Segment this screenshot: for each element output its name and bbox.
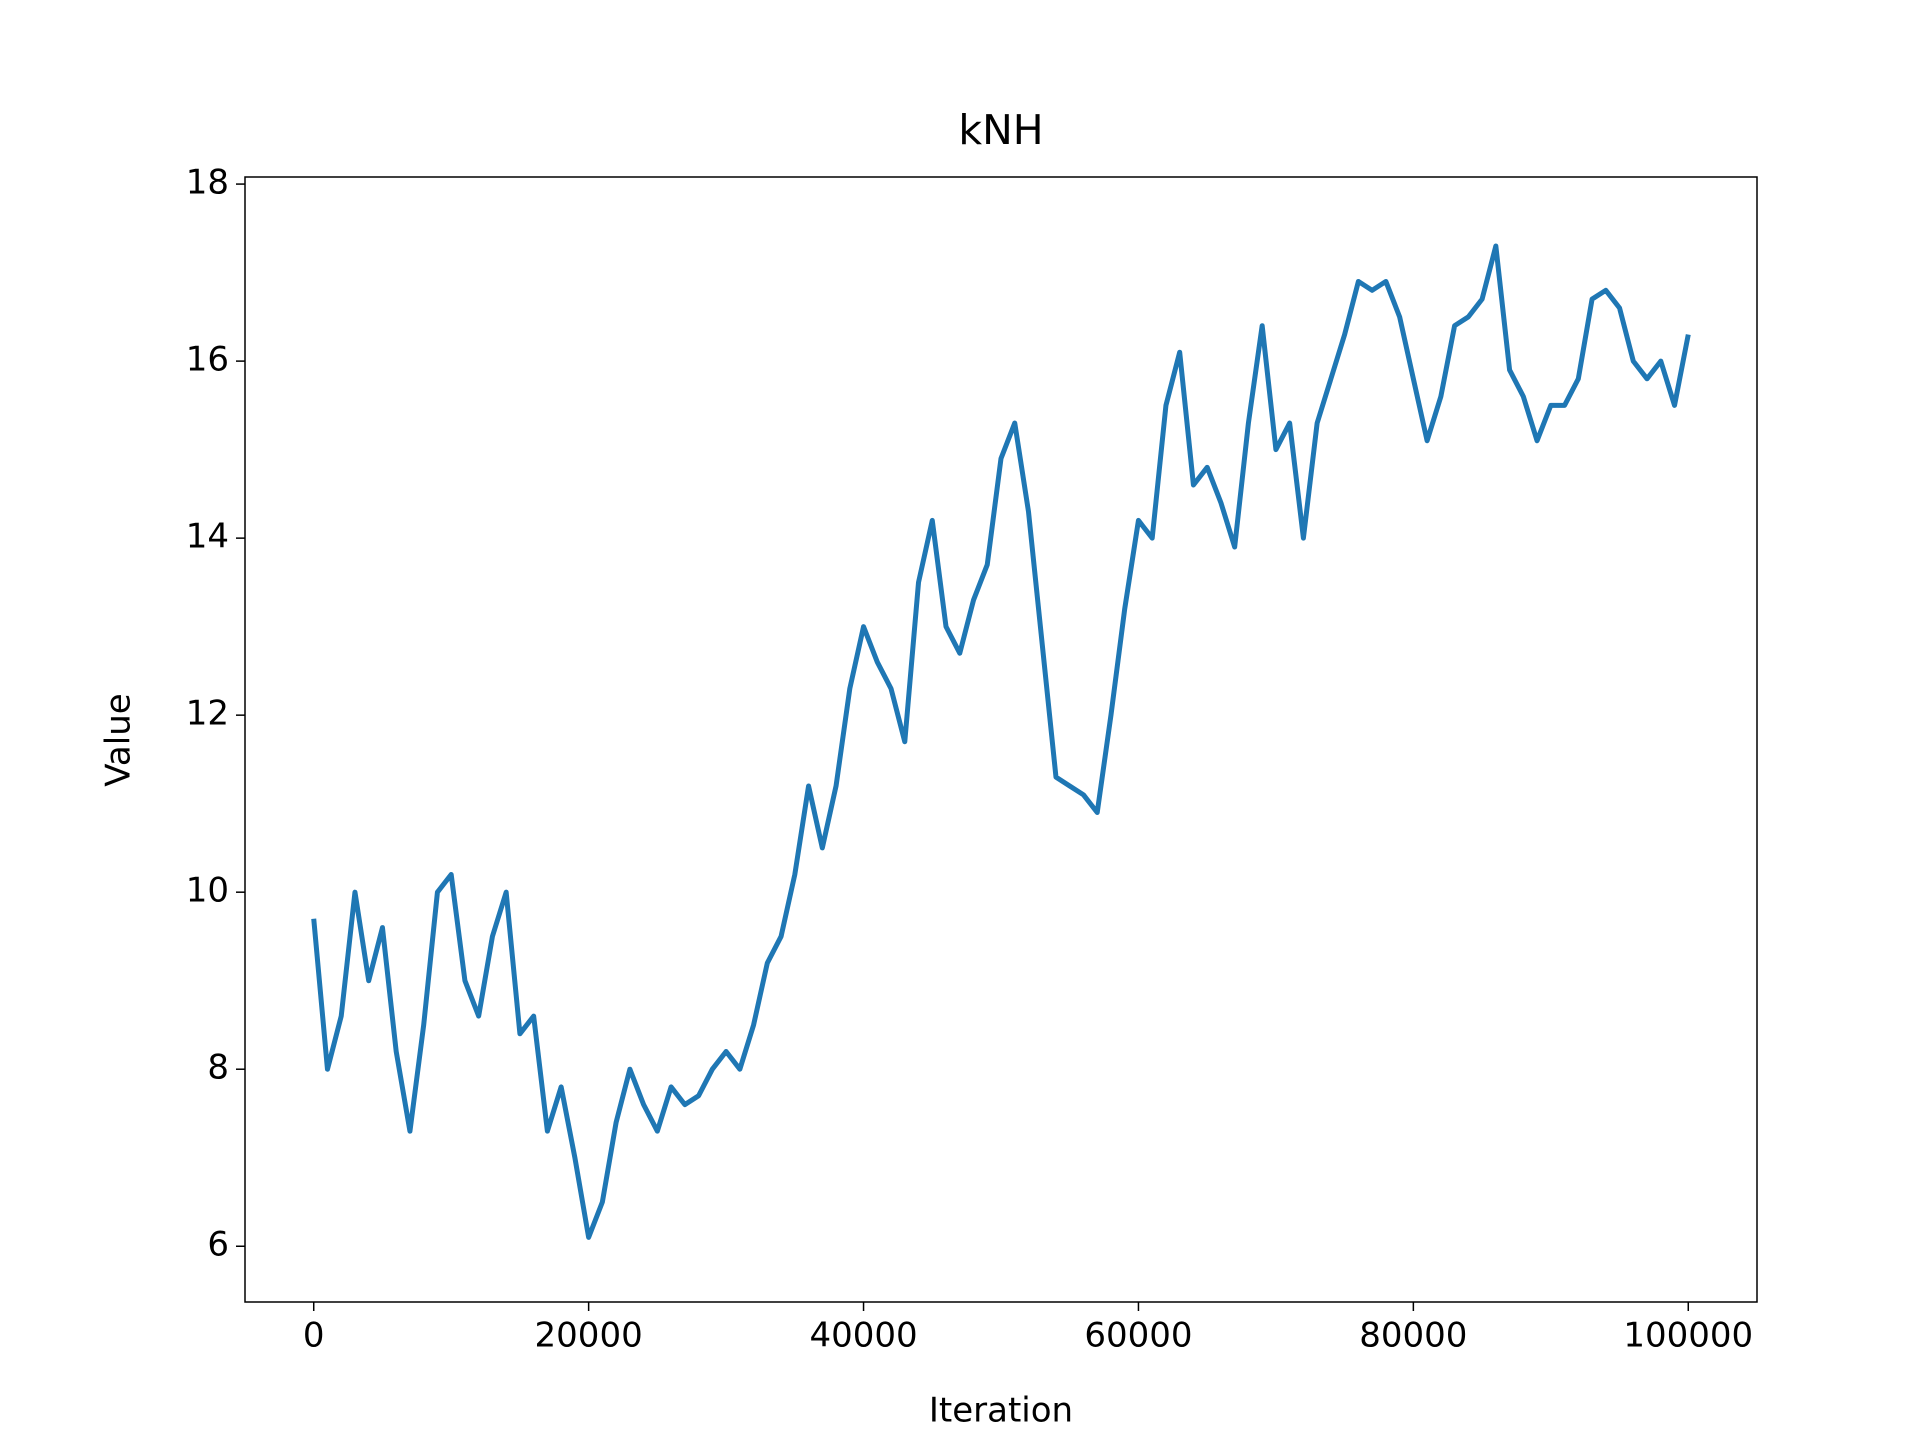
x-tick-label: 100000 (1623, 1316, 1753, 1356)
chart-title: kNH (958, 106, 1043, 154)
y-axis-label: Value (99, 693, 139, 786)
y-tick-label: 12 (186, 694, 229, 734)
plot-frame (244, 176, 1758, 1303)
y-tick-label: 14 (186, 517, 229, 557)
x-tick-label: 20000 (535, 1316, 643, 1356)
x-axis-label: Iteration (929, 1391, 1073, 1431)
y-tick-label: 16 (186, 340, 229, 380)
y-tick-label: 6 (207, 1225, 229, 1265)
data-line (311, 243, 1691, 1240)
x-tick-label: 40000 (809, 1316, 917, 1356)
y-tick-label: 10 (186, 871, 229, 911)
x-tick-label: 60000 (1084, 1316, 1192, 1356)
y-tick-label: 18 (186, 163, 229, 203)
x-tick-label: 80000 (1359, 1316, 1467, 1356)
y-tick-label: 8 (207, 1048, 229, 1088)
x-tick-label: 0 (303, 1316, 325, 1356)
